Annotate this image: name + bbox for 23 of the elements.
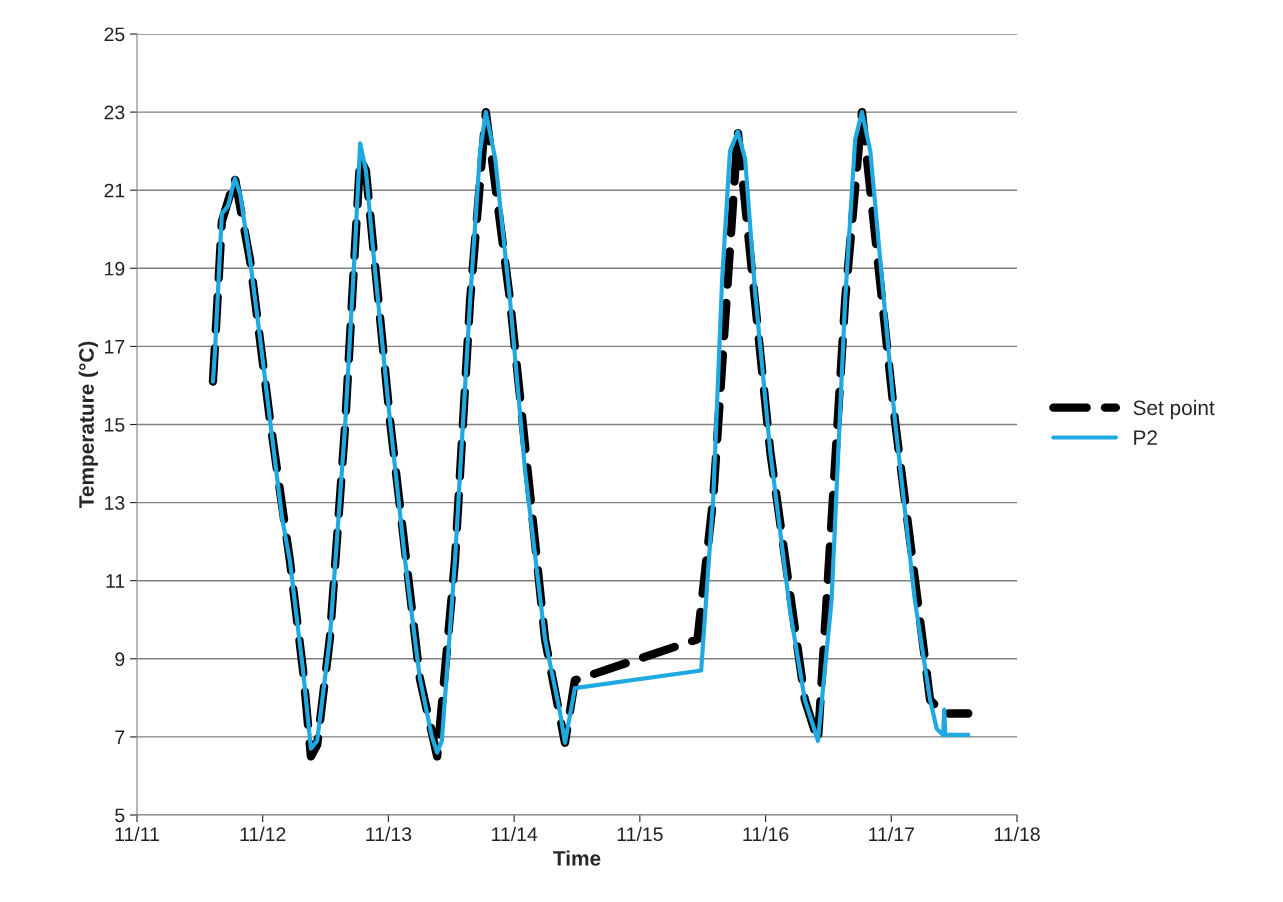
y-tick-label: 21 bbox=[104, 183, 125, 198]
x-tick-label: 11/17 bbox=[869, 826, 914, 842]
y-tick-label: 13 bbox=[105, 496, 125, 510]
y-tick-label: 25 bbox=[104, 27, 125, 42]
y-tick-label: 7 bbox=[115, 730, 125, 744]
y-tick-label: 17 bbox=[105, 340, 125, 354]
y-tick-label: 15 bbox=[105, 418, 125, 432]
legend-label: Set point bbox=[1133, 399, 1215, 420]
x-tick-label: 11/18 bbox=[994, 826, 1040, 842]
x-tick-label: 11/12 bbox=[240, 826, 286, 842]
y-axis-title: Temperature (°C) bbox=[78, 341, 99, 509]
x-axis-title: Time bbox=[553, 850, 601, 866]
legend-label: P2 bbox=[1134, 430, 1157, 445]
y-tick-label: 23 bbox=[104, 105, 125, 120]
x-tick-label: 11/15 bbox=[617, 826, 663, 842]
y-tick-label: 9 bbox=[115, 652, 125, 667]
x-tick-label: 11/11 bbox=[115, 826, 159, 842]
y-tick-label: 5 bbox=[115, 808, 125, 823]
x-tick-label: 11/14 bbox=[492, 826, 538, 842]
y-tick-label: 11 bbox=[106, 574, 125, 588]
x-tick-label: 11/16 bbox=[743, 826, 789, 842]
x-tick-label: 11/13 bbox=[366, 826, 412, 842]
y-tick-label: 19 bbox=[105, 261, 125, 276]
